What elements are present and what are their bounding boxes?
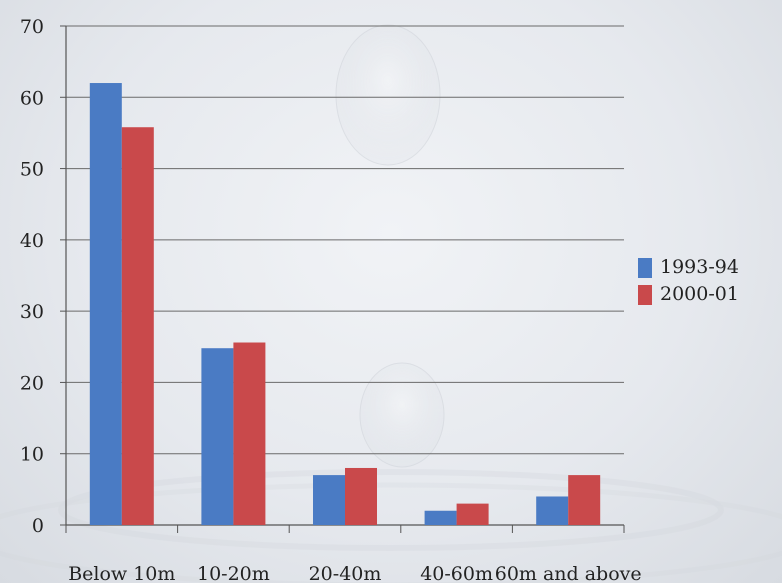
- y-tick-label: 0: [32, 515, 44, 537]
- y-tick-label: 30: [20, 301, 44, 323]
- bar-2000-01-40-60m: [456, 503, 489, 525]
- bars: [89, 83, 601, 526]
- bar-2000-01-below-10m: [121, 127, 154, 526]
- bar-2000-01-10-20m: [233, 342, 266, 525]
- bar-2000-01-20-40m: [345, 467, 377, 525]
- bar-1993-94-20-40m: [313, 475, 345, 525]
- legend-label: 2000-01: [660, 283, 739, 305]
- y-tick-label: 40: [20, 230, 44, 252]
- x-tick-label: 40-60m: [420, 563, 493, 583]
- y-tick-label: 10: [20, 444, 44, 466]
- x-tick-label: 60m and above: [495, 563, 642, 583]
- background-watermark: [0, 24, 782, 583]
- y-tick-label: 70: [20, 16, 44, 38]
- bar-1993-94-below-10m: [89, 83, 122, 526]
- legend-swatch: [638, 258, 652, 278]
- bar-1993-94-10-20m: [201, 348, 234, 525]
- y-tick-label: 20: [20, 372, 44, 394]
- legend: 1993-94 2000-01: [638, 256, 739, 305]
- x-tick-label: Below 10m: [68, 563, 175, 583]
- x-tick-labels: Below 10m 10-20m 20-40m 40-60m 60m and above: [68, 563, 641, 583]
- legend-swatch: [638, 285, 652, 305]
- gridlines: [66, 25, 624, 455]
- bar-1993-94-60m-and-above: [536, 496, 569, 525]
- y-tick-labels: 0 10 20 30 40 50 60 70: [20, 16, 44, 537]
- y-tick-label: 60: [20, 87, 44, 109]
- x-tick-label: 10-20m: [197, 563, 270, 583]
- bar-1993-94-40-60m: [424, 510, 457, 525]
- bar-2000-01-60m-and-above: [568, 475, 601, 525]
- legend-label: 1993-94: [660, 256, 739, 278]
- y-tick-label: 50: [20, 159, 44, 181]
- x-tick-label: 20-40m: [309, 563, 382, 583]
